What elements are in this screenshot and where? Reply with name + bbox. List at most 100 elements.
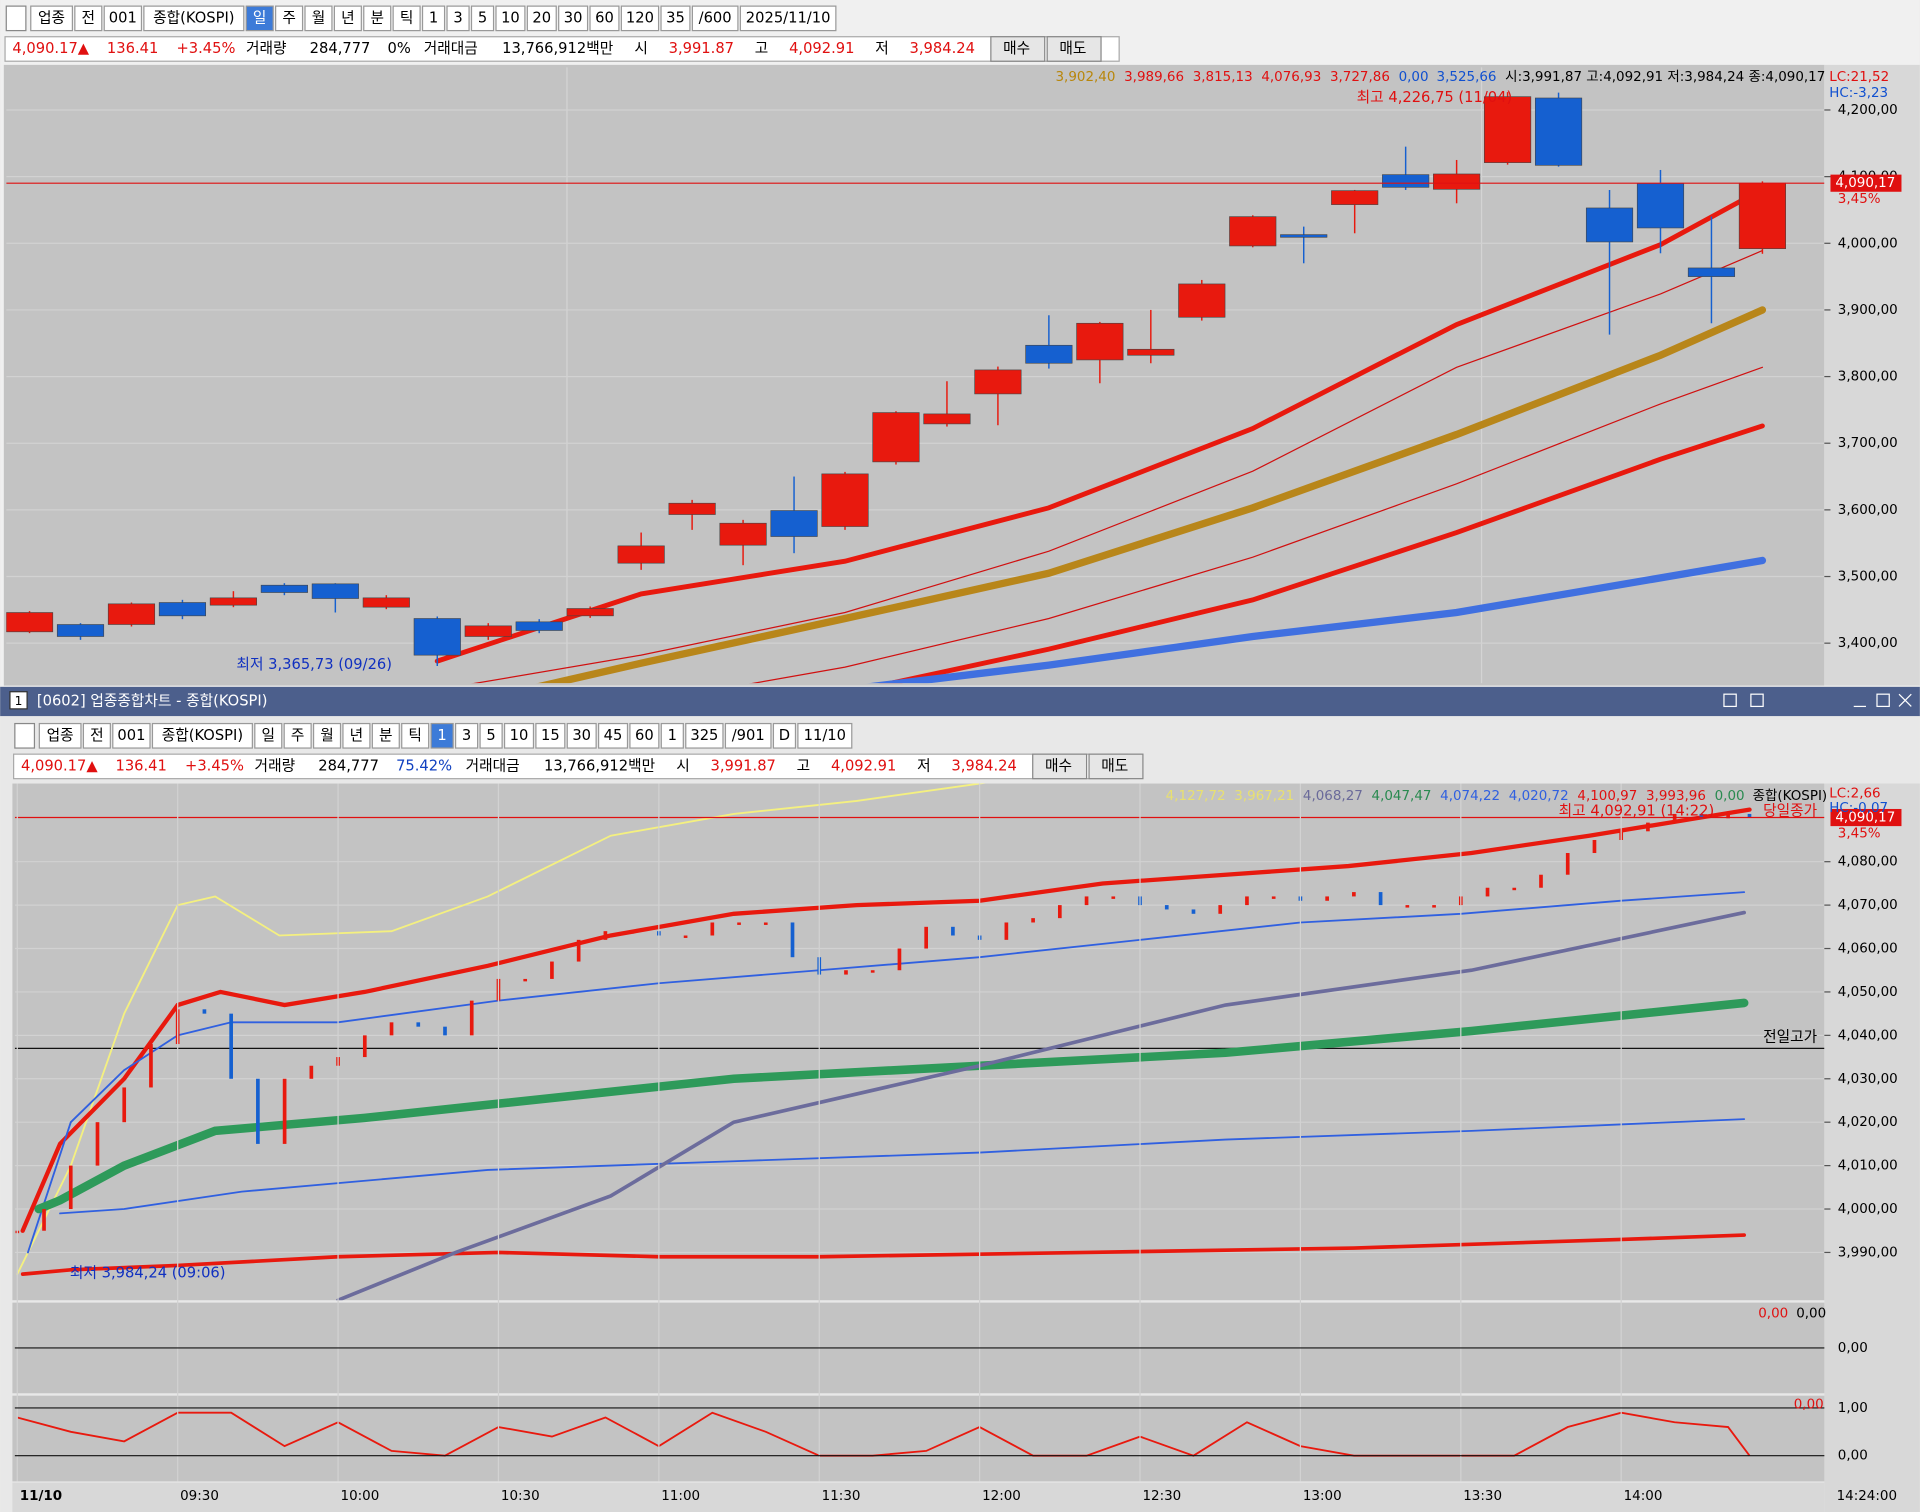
- toolbar-button[interactable]: [112, 722, 151, 749]
- toolbar-label[interactable]: 일: [253, 9, 267, 26]
- toolbar-label[interactable]: 1: [668, 727, 677, 744]
- toolbar-button[interactable]: [333, 5, 362, 32]
- toolbar-button[interactable]: [74, 5, 103, 32]
- toolbar-label[interactable]: 5: [478, 9, 487, 26]
- toolbar-button[interactable]: [392, 5, 421, 32]
- toolbar-button[interactable]: [421, 5, 446, 32]
- toolbar-label[interactable]: 주: [282, 9, 296, 26]
- toolbar-button[interactable]: [470, 5, 495, 32]
- toolbar-button[interactable]: [446, 5, 470, 32]
- toolbar-label[interactable]: 120: [626, 9, 654, 26]
- toolbar-label[interactable]: 5: [486, 727, 495, 744]
- toolbar-label[interactable]: 분: [370, 9, 384, 26]
- toolbar-label[interactable]: 45: [604, 727, 623, 744]
- toolbar-button[interactable]: [143, 5, 245, 32]
- toolbar-button[interactable]: [245, 5, 274, 32]
- toolbar-button[interactable]: [772, 722, 797, 749]
- toolbar-button[interactable]: [620, 5, 660, 32]
- toolbar-label[interactable]: 틱: [408, 727, 422, 744]
- toolbar-label[interactable]: 30: [564, 9, 583, 26]
- toolbar-button[interactable]: [503, 722, 535, 749]
- toolbar-label[interactable]: 월: [312, 9, 326, 26]
- toolbar-label[interactable]: 년: [350, 727, 364, 744]
- toolbar-button[interactable]: [685, 722, 724, 749]
- toolbar-label[interactable]: D: [779, 727, 790, 744]
- toolbar-label[interactable]: 60: [635, 727, 654, 744]
- order-button-label[interactable]: 매수: [1045, 757, 1072, 774]
- toolbar-button[interactable]: [342, 722, 371, 749]
- toolbar-label[interactable]: 10: [501, 9, 520, 26]
- toolbar-label[interactable]: 60: [595, 9, 614, 26]
- toolbar-label[interactable]: 전: [82, 9, 96, 26]
- toolbar-button[interactable]: [724, 722, 772, 749]
- toolbar-button[interactable]: [151, 722, 253, 749]
- window-controls[interactable]: [1723, 693, 1912, 708]
- toolbar-label[interactable]: 001: [117, 727, 145, 744]
- toolbar-button[interactable]: [589, 5, 620, 32]
- toolbar-button[interactable]: [454, 722, 479, 749]
- toolbar-button[interactable]: [82, 722, 111, 749]
- toolbar-button[interactable]: [558, 5, 589, 32]
- toolbar-label[interactable]: /901: [732, 727, 765, 744]
- toolbar-button[interactable]: [660, 5, 691, 32]
- order-button-label[interactable]: 매도: [1101, 757, 1128, 774]
- toolbar-button[interactable]: [797, 722, 853, 749]
- close[interactable]: [1898, 693, 1912, 707]
- toolbar-label[interactable]: 업종: [38, 9, 65, 26]
- control[interactable]: [1750, 693, 1764, 708]
- toolbar-label[interactable]: 15: [541, 727, 560, 744]
- toolbar-label[interactable]: 001: [109, 9, 137, 26]
- toolbar-button[interactable]: [254, 722, 283, 749]
- toolbar-button[interactable]: [312, 722, 342, 749]
- toolbar-button[interactable]: [566, 722, 597, 749]
- toolbar-label[interactable]: 업종: [47, 727, 74, 744]
- toolbar-label[interactable]: 30: [572, 727, 591, 744]
- toolbar-label[interactable]: 전: [90, 727, 104, 744]
- toolbar-label[interactable]: 11/10: [804, 727, 846, 744]
- toolbar-button[interactable]: [103, 5, 143, 32]
- toolbar-button[interactable]: [629, 722, 660, 749]
- order-button[interactable]: [1032, 753, 1088, 780]
- toolbar-button[interactable]: [479, 722, 503, 749]
- order-button-label[interactable]: 매수: [1003, 40, 1030, 57]
- toolbar-label[interactable]: 틱: [400, 9, 414, 26]
- toolbar-label[interactable]: 주: [291, 727, 305, 744]
- toolbar-label[interactable]: 종합(KOSPI): [162, 727, 243, 744]
- toolbar-button[interactable]: [660, 722, 684, 749]
- toolbar-button[interactable]: [739, 5, 837, 32]
- toolbar-label[interactable]: 35: [666, 9, 685, 26]
- order-button[interactable]: [1088, 753, 1144, 780]
- toolbar-button[interactable]: [275, 5, 304, 32]
- toolbar-label[interactable]: 1: [437, 727, 446, 744]
- order-button-label[interactable]: 매도: [1059, 40, 1086, 57]
- toolbar-button[interactable]: [691, 5, 739, 32]
- toolbar-button[interactable]: [283, 722, 312, 749]
- toolbar-label[interactable]: 3: [462, 727, 471, 744]
- toolbar-label[interactable]: 1: [429, 9, 438, 26]
- toolbar-button[interactable]: [371, 722, 400, 749]
- toolbar-label[interactable]: 분: [379, 727, 393, 744]
- toolbar-button[interactable]: [30, 5, 74, 32]
- toolbar-button[interactable]: [597, 722, 629, 749]
- toolbar-button[interactable]: [535, 722, 566, 749]
- order-button[interactable]: [1046, 36, 1102, 62]
- toolbar-label[interactable]: 20: [532, 9, 551, 26]
- toolbar-button[interactable]: [363, 5, 392, 32]
- toolbar-label[interactable]: 3: [453, 9, 462, 26]
- order-button[interactable]: [990, 36, 1046, 62]
- toolbar-label[interactable]: 325: [690, 727, 718, 744]
- toolbar-button[interactable]: [430, 722, 454, 749]
- toolbar-label[interactable]: 년: [341, 9, 355, 26]
- toolbar-label[interactable]: 10: [510, 727, 529, 744]
- toolbar-button[interactable]: [526, 5, 557, 32]
- control[interactable]: [1723, 693, 1737, 708]
- toolbar-button[interactable]: [495, 5, 526, 32]
- toolbar-label[interactable]: 월: [320, 727, 334, 744]
- toolbar-button[interactable]: [304, 5, 333, 32]
- toolbar-label[interactable]: 2025/11/10: [746, 9, 831, 26]
- toolbar-label[interactable]: 종합(KOSPI): [153, 9, 234, 26]
- toolbar-button[interactable]: [401, 722, 430, 749]
- toolbar-label[interactable]: /600: [699, 9, 732, 26]
- toolbar-label[interactable]: 일: [262, 727, 276, 744]
- maximize[interactable]: [1876, 693, 1890, 708]
